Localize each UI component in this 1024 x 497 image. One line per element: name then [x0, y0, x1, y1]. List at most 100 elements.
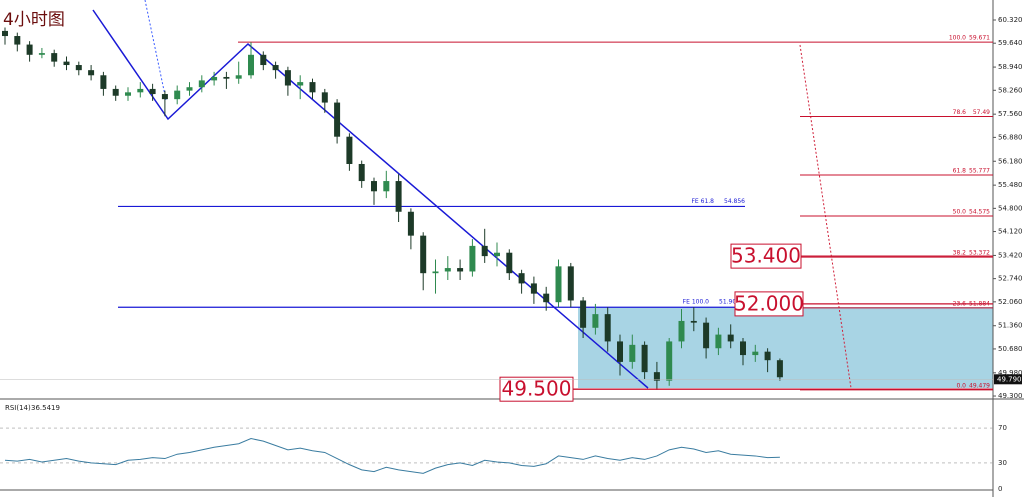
candle-body: [272, 65, 279, 71]
candle-body: [690, 320, 697, 323]
y-tick-label: 52.060: [998, 298, 1023, 306]
candle-body: [26, 44, 33, 55]
key-level-box: [734, 291, 804, 317]
candle-body: [740, 341, 746, 356]
y-tick-label: 57.560: [998, 110, 1023, 118]
candle-body: [358, 163, 365, 182]
fe-price: 54.856: [724, 198, 745, 205]
candle-body: [776, 360, 783, 378]
y-tick-label: 56.180: [998, 157, 1023, 165]
fib-ratio: 78.6: [953, 109, 967, 116]
candle-body: [518, 273, 525, 284]
candle-body: [75, 65, 82, 71]
candle-body: [383, 181, 390, 192]
candle-body: [186, 87, 193, 91]
candle-body: [198, 80, 205, 88]
y-tick-label: 51.360: [998, 322, 1023, 330]
candle-body: [38, 53, 45, 55]
candle-body: [211, 76, 218, 81]
candle-body: [727, 334, 734, 342]
y-tick-label: 54.800: [998, 204, 1023, 212]
candle-body: [678, 320, 685, 342]
fib-ratio: 38.2: [953, 250, 967, 257]
indicator-value: 36.5419: [31, 404, 60, 412]
y-tick-label: 50.680: [998, 345, 1023, 353]
y-tick-label: 60.320: [998, 16, 1023, 24]
y-tick-label: 49.300: [998, 392, 1023, 400]
fib-price: 59.671: [969, 35, 990, 42]
y-tick-label: 58.260: [998, 86, 1023, 94]
fe-name: FE 61.8: [691, 198, 714, 205]
candle-body: [752, 351, 759, 356]
candle-body: [641, 344, 648, 373]
key-level-box: [499, 376, 574, 402]
candle-body: [444, 268, 451, 272]
candle-body: [137, 88, 144, 93]
candle-body: [297, 82, 304, 86]
indicator-name: RSI(14): [5, 404, 31, 412]
candle-body: [506, 252, 513, 274]
fib-price: 55.777: [969, 168, 990, 175]
candle-body: [321, 92, 328, 103]
zigzag-line: [92, 9, 649, 389]
candle-body: [284, 70, 291, 86]
y-tick-label: 54.120: [998, 228, 1023, 236]
candle-body: [161, 94, 168, 100]
candle-body: [653, 372, 660, 381]
y-tick-label: 59.640: [998, 39, 1023, 47]
chart-title: 4小时图: [3, 10, 65, 30]
candle-body: [14, 36, 21, 45]
target-zone: [578, 307, 993, 388]
y-tick-label: 56.880: [998, 133, 1023, 141]
fib-ratio: 0.0: [956, 382, 966, 389]
fib-price: 53.372: [969, 250, 990, 257]
candle-body: [51, 53, 58, 62]
key-level-label: 52.000: [734, 291, 804, 315]
candle-body: [149, 88, 156, 95]
candle-body: [617, 341, 623, 362]
candle-body: [248, 54, 254, 76]
y-tick-label: 49.980: [998, 369, 1023, 377]
candle-body: [407, 211, 414, 236]
candle-body: [235, 75, 242, 79]
rsi-tick-label: 30: [998, 459, 1007, 467]
key-level-label: 53.400: [731, 244, 801, 268]
candle-body: [334, 102, 341, 137]
candle-body: [629, 344, 636, 362]
y-tick-label: 58.940: [998, 63, 1023, 71]
fib-price: 57.49: [973, 109, 990, 116]
candle-body: [703, 322, 710, 349]
fib-price: 54.575: [969, 209, 990, 216]
candle-body: [125, 92, 131, 96]
rsi-line: [4, 438, 780, 474]
candle-body: [457, 268, 464, 272]
candle-body: [309, 82, 316, 93]
candle-body: [432, 271, 439, 274]
candle-body: [592, 314, 599, 328]
candle-body: [555, 266, 562, 303]
candle-body: [223, 76, 230, 79]
candle-body: [715, 334, 722, 349]
candle-body: [112, 88, 119, 96]
candle-body: [530, 283, 537, 294]
candle-body: [580, 300, 587, 328]
candle-body: [346, 136, 353, 164]
candle-body: [567, 266, 574, 301]
candle-body: [395, 181, 402, 212]
fib-ratio: 61.8: [953, 168, 967, 175]
candle-body: [420, 235, 427, 274]
candle-body: [604, 314, 611, 342]
y-tick-label: 53.420: [998, 251, 1023, 259]
candle-body: [100, 75, 107, 89]
candle-body: [494, 252, 500, 257]
fe-name: FE 100.0: [683, 299, 710, 306]
last-price-label: 49.790: [997, 375, 1022, 383]
fib-ratio: 100.0: [949, 35, 966, 42]
fib-price: 49.479: [969, 382, 990, 389]
candle-body: [469, 245, 476, 272]
candle-body: [481, 245, 488, 257]
candle-body: [63, 61, 70, 66]
candle-body: [174, 90, 181, 100]
last-price-box: [994, 374, 1022, 385]
